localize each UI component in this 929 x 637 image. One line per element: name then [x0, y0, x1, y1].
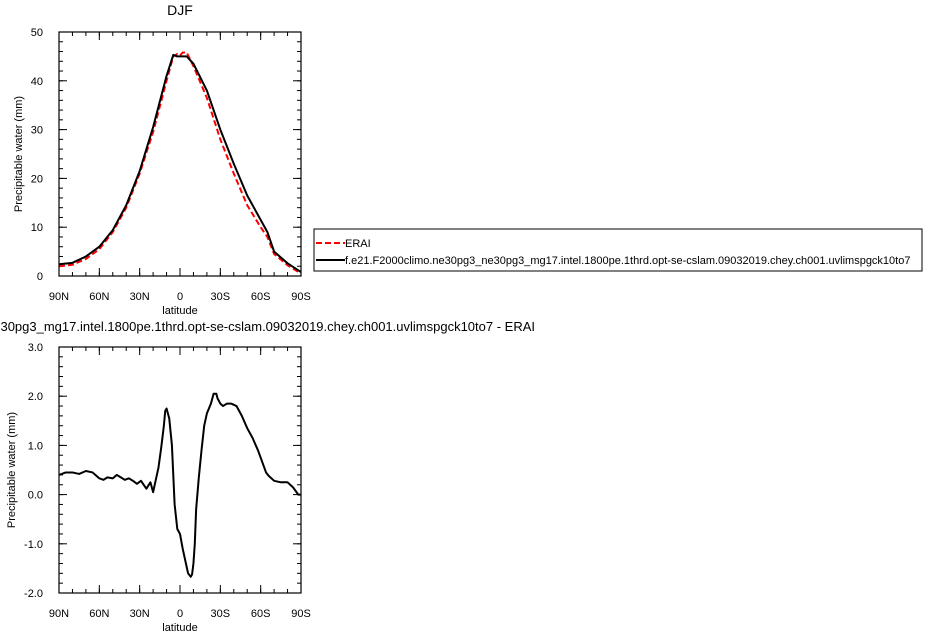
y-tick-label: 20: [31, 173, 43, 185]
series-line-0: [58, 51, 302, 275]
x-tick-label: 30S: [211, 608, 231, 620]
chart-title: f.e21.F2000climo.ne30pg3_ne30pg3_mg17.in…: [0, 319, 535, 334]
series-line-0: [58, 392, 301, 578]
x-tick-label: 60N: [89, 608, 109, 620]
y-axis-label: Precipitable water (mm): [13, 96, 25, 212]
x-tick-label: 60S: [251, 608, 271, 620]
y-tick-label: 0.0: [28, 490, 43, 502]
plot-frame: [58, 346, 302, 594]
y-tick-label: 0: [37, 271, 43, 283]
x-axis-label: latitude: [162, 305, 197, 317]
x-tick-label: 60N: [89, 291, 109, 303]
y-tick-label: 50: [31, 27, 43, 39]
y-tick-label: -2.0: [24, 588, 43, 600]
x-axis-label: latitude: [162, 622, 197, 634]
x-tick-label: 30S: [211, 291, 231, 303]
y-tick-label: 10: [31, 222, 43, 234]
plot-frame: [58, 31, 302, 277]
legend-entry-label: ERAI: [345, 238, 371, 250]
legend-box: [313, 228, 923, 272]
y-tick-label: 3.0: [28, 342, 43, 354]
y-tick-label: 40: [31, 76, 43, 88]
x-tick-label: 90N: [49, 608, 69, 620]
x-tick-label: 0: [177, 291, 183, 303]
y-tick-label: 30: [31, 125, 43, 137]
y-axis-label: Precipitable water (mm): [6, 412, 18, 528]
y-tick-label: 1.0: [28, 440, 43, 452]
legend: ERAI f.e21.F2000climo.ne30pg3_ne30pg3_mg1…: [313, 228, 923, 272]
legend-entry-label: f.e21.F2000climo.ne30pg3_ne30pg3_mg17.in…: [345, 255, 910, 267]
series-line-1: [58, 53, 302, 273]
y-tick-label: 2.0: [28, 391, 43, 403]
x-tick-label: 60S: [251, 291, 271, 303]
panel-djf-precipitable-water: DJF 90N 60N 30N 0 30S 60S 90S 0 10 20 30 40 50 latitud…: [13, 2, 311, 317]
chart-title: DJF: [167, 2, 193, 18]
x-tick-label: 90N: [49, 291, 69, 303]
y-tick-label: -1.0: [24, 539, 43, 551]
panel-difference-precipitable-water: f.e21.F2000climo.ne30pg3_ne30pg3_mg17.in…: [0, 319, 535, 634]
x-tick-label: 30N: [130, 291, 150, 303]
x-tick-label: 30N: [130, 608, 150, 620]
x-tick-label: 0: [177, 608, 183, 620]
x-tick-label: 90S: [291, 608, 311, 620]
x-tick-label: 90S: [291, 291, 311, 303]
